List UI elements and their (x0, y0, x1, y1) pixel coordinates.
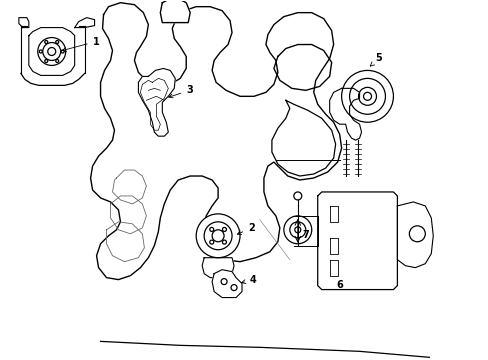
Circle shape (196, 214, 240, 258)
Circle shape (38, 37, 65, 66)
Polygon shape (317, 192, 397, 289)
Polygon shape (397, 202, 432, 268)
Circle shape (294, 227, 300, 233)
Polygon shape (29, 28, 75, 75)
Circle shape (39, 50, 42, 53)
Polygon shape (202, 258, 234, 278)
Circle shape (408, 226, 425, 242)
Polygon shape (90, 3, 341, 280)
Text: 1: 1 (62, 36, 99, 51)
Circle shape (48, 48, 56, 55)
Circle shape (221, 279, 226, 285)
Polygon shape (138, 68, 175, 136)
Text: 5: 5 (369, 54, 382, 66)
Circle shape (42, 42, 61, 60)
Circle shape (283, 216, 311, 244)
Text: 6: 6 (336, 280, 342, 289)
Polygon shape (160, 0, 190, 23)
Circle shape (341, 71, 393, 122)
Circle shape (203, 222, 232, 250)
Circle shape (45, 59, 48, 63)
Circle shape (222, 240, 226, 244)
Circle shape (61, 50, 64, 53)
Polygon shape (329, 238, 337, 254)
Text: 2: 2 (237, 223, 254, 234)
Circle shape (209, 228, 213, 231)
Circle shape (230, 285, 237, 291)
Circle shape (212, 230, 224, 242)
Text: 3: 3 (168, 85, 193, 98)
Circle shape (358, 87, 376, 105)
Circle shape (45, 41, 48, 44)
Polygon shape (329, 260, 337, 276)
Circle shape (293, 192, 301, 200)
Circle shape (209, 240, 213, 244)
Polygon shape (273, 45, 331, 90)
Polygon shape (75, 18, 94, 28)
Text: 4: 4 (241, 275, 256, 285)
Circle shape (56, 59, 59, 63)
Polygon shape (329, 206, 337, 222)
Polygon shape (271, 100, 335, 176)
Polygon shape (329, 88, 361, 140)
Circle shape (289, 222, 305, 238)
Polygon shape (19, 18, 29, 28)
Polygon shape (212, 270, 242, 298)
Circle shape (222, 228, 226, 231)
Text: 7: 7 (302, 230, 308, 240)
Circle shape (349, 78, 385, 114)
Circle shape (363, 92, 371, 100)
Circle shape (56, 41, 59, 44)
